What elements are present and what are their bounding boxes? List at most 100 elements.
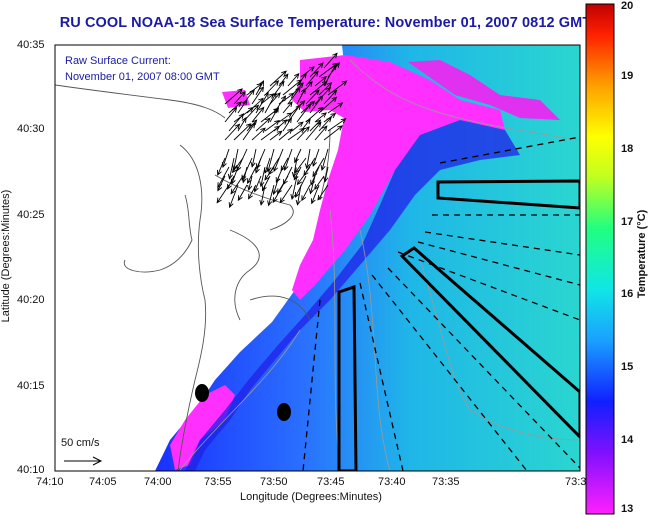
- current-vector: [251, 127, 266, 141]
- current-vector: [217, 166, 230, 188]
- current-vector: [310, 166, 320, 185]
- current-vector: [301, 184, 311, 201]
- current-vector-head: [240, 91, 246, 97]
- colorbar-tick-label: 20: [621, 0, 634, 12]
- colorbar-tick-label: 18: [621, 142, 634, 155]
- current-vector-head: [318, 62, 324, 68]
- current-vector-head: [316, 121, 322, 128]
- current-vector: [277, 175, 289, 194]
- plot-frame: [54, 44, 581, 472]
- y-tick-label: 40:10: [17, 464, 45, 476]
- current-vector: [309, 81, 328, 96]
- current-vector-head: [276, 130, 283, 136]
- current-vector: [297, 184, 302, 205]
- current-vector-head: [294, 157, 299, 164]
- x-tick-label: 73:40: [378, 476, 406, 488]
- current-vector: [294, 157, 307, 173]
- current-vector-head: [265, 117, 271, 124]
- current-vector-head: [304, 126, 310, 132]
- current-annotation-line2: November 01, 2007 08:00 GMT: [65, 71, 220, 83]
- current-vector-head: [296, 179, 303, 186]
- site-marker-east: [277, 403, 291, 421]
- transect-boxes: [337, 179, 580, 471]
- current-vector: [231, 166, 239, 184]
- current-vector: [232, 157, 244, 173]
- current-vector: [273, 148, 284, 172]
- current-vector-head: [250, 122, 256, 129]
- current-vector-head: [277, 188, 282, 195]
- current-vector: [269, 130, 283, 141]
- current-vector: [324, 166, 329, 182]
- current-vector: [247, 166, 257, 184]
- current-vector-head: [255, 163, 261, 170]
- current-vector-head: [283, 165, 289, 172]
- colorbar-label: Temperature (°C): [636, 209, 648, 299]
- current-vector-head: [301, 72, 307, 79]
- current-vector-head: [230, 188, 236, 195]
- current-vector-head: [272, 197, 278, 204]
- colorbar-tick-label: 16: [621, 288, 634, 301]
- current-vector: [255, 92, 269, 114]
- x-tick-label: 73:55: [204, 476, 232, 488]
- x-tick-label: 73:35: [432, 476, 460, 488]
- current-vector-head: [274, 120, 280, 126]
- current-vector: [323, 125, 343, 141]
- current-vector-head: [305, 102, 312, 109]
- current-vector-head: [290, 193, 296, 200]
- current-vector-head: [291, 171, 297, 178]
- current-vector-head: [330, 112, 337, 119]
- current-vector-head: [331, 96, 338, 103]
- current-vector: [282, 79, 302, 96]
- current-vector: [228, 101, 242, 114]
- current-vector-head: [313, 70, 319, 77]
- current-vector: [327, 118, 347, 132]
- current-vector-head: [231, 106, 238, 113]
- current-vector-head: [247, 178, 252, 184]
- current-vector-head: [279, 80, 285, 87]
- colorbar-tick-label: 13: [621, 503, 634, 515]
- current-vector: [251, 148, 257, 167]
- scale-label: 50 cm/s: [61, 437, 100, 449]
- current-vector-head: [271, 92, 277, 99]
- current-vector: [230, 175, 244, 194]
- current-vector-head: [264, 174, 270, 181]
- transect-dashed: [302, 136, 580, 471]
- current-vector: [229, 157, 235, 179]
- current-vector: [297, 166, 311, 185]
- current-vector-head: [321, 112, 327, 118]
- current-vector: [287, 73, 300, 87]
- sst-cold-patch-south: [170, 385, 235, 470]
- current-vector: [264, 120, 280, 132]
- current-vector: [246, 119, 257, 132]
- current-vector: [309, 62, 324, 78]
- current-vector-head: [309, 188, 315, 195]
- current-vector: [309, 119, 321, 132]
- current-vector-head: [320, 164, 326, 171]
- current-vector-head: [299, 100, 306, 106]
- current-vector: [317, 184, 329, 201]
- current-vector-head: [274, 125, 281, 132]
- current-vector-head: [309, 100, 316, 107]
- current-vector-head: [331, 89, 338, 96]
- current-vector-head: [321, 76, 328, 82]
- current-vector: [323, 53, 338, 69]
- current-vector: [296, 88, 306, 105]
- current-vector-head: [295, 191, 300, 198]
- current-vector-head: [281, 119, 288, 125]
- current-vector: [248, 184, 257, 199]
- current-vector: [269, 92, 281, 105]
- current-vector-head: [259, 181, 265, 188]
- current-vector: [309, 95, 323, 114]
- current-vector: [242, 123, 256, 141]
- current-vector-head: [259, 80, 265, 87]
- current-vector: [314, 175, 325, 190]
- current-vector: [260, 184, 266, 205]
- current-vector: [327, 80, 347, 96]
- current-vector-head: [309, 66, 315, 72]
- current-vector-head: [253, 104, 260, 111]
- current-vector: [260, 108, 279, 123]
- sst-cold-patch-north: [408, 60, 560, 120]
- current-vector-head: [323, 176, 329, 183]
- current-vector-head: [325, 86, 331, 93]
